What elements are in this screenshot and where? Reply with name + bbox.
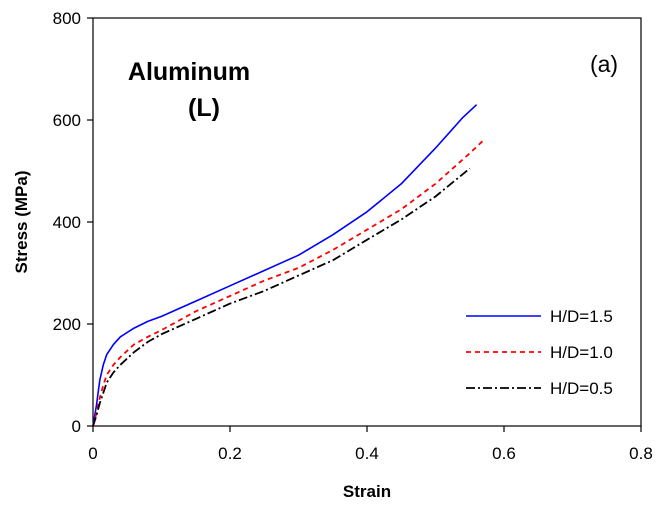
- material-label-line2: (L): [188, 94, 220, 122]
- y-tick-label: 400: [53, 213, 81, 232]
- x-tick-label: 0.2: [218, 444, 242, 463]
- legend-label-hd-1-0: H/D=1.0: [550, 343, 613, 362]
- x-axis-title: Strain: [343, 482, 391, 501]
- y-axis-ticks: 0 200 400 600 800: [53, 9, 93, 436]
- series-line-h-d-0-5: [92, 167, 471, 427]
- panel-label: (a): [590, 51, 618, 77]
- legend-label-hd-1-5: H/D=1.5: [550, 307, 613, 326]
- x-axis-ticks: 0 0.2 0.4 0.6 0.8: [88, 426, 653, 463]
- y-tick-label: 800: [53, 9, 81, 28]
- series-line-h-d-1-5: [92, 104, 478, 427]
- legend: H/D=1.5 H/D=1.0 H/D=0.5: [466, 307, 613, 398]
- y-tick-label: 200: [53, 315, 81, 334]
- series-layer: [92, 104, 485, 427]
- x-tick-label: 0.4: [355, 444, 379, 463]
- y-tick-label: 600: [53, 111, 81, 130]
- x-tick-label: 0.6: [492, 444, 516, 463]
- legend-label-hd-0-5: H/D=0.5: [550, 379, 613, 398]
- material-label-line1: Aluminum: [128, 58, 250, 86]
- y-tick-label: 0: [72, 417, 81, 436]
- y-axis-title: Stress (MPa): [12, 171, 31, 274]
- x-tick-label: 0: [88, 444, 97, 463]
- series-line-h-d-1-0: [92, 139, 485, 427]
- x-tick-label: 0.8: [629, 444, 653, 463]
